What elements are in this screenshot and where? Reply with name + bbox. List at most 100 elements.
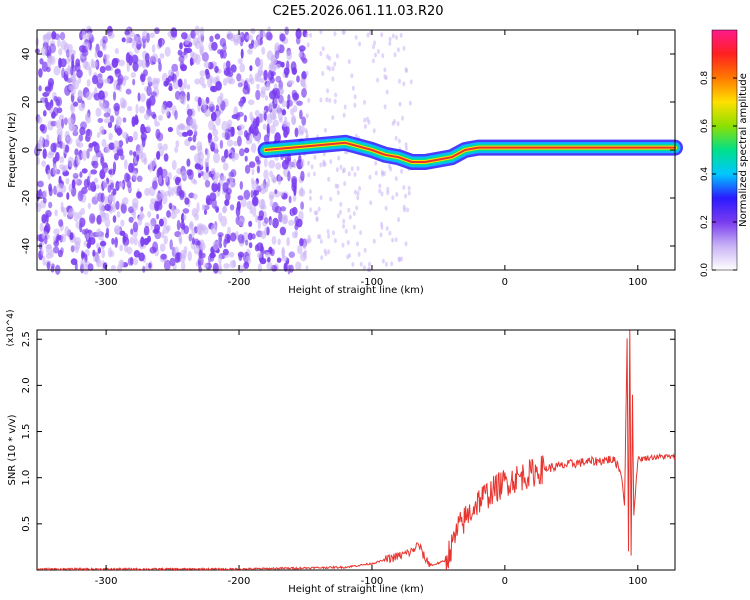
noise-point — [230, 130, 234, 137]
noise-point — [244, 147, 250, 154]
noise-point — [201, 252, 206, 259]
noise-point — [158, 38, 163, 48]
noise-point — [161, 193, 168, 205]
noise-point — [229, 260, 237, 269]
noise-point — [356, 241, 359, 247]
noise-point — [179, 125, 187, 131]
heatmap-y-axis-label: Frequency (Hz) — [7, 112, 18, 188]
noise-point — [90, 58, 95, 69]
noise-point — [301, 70, 307, 80]
noise-point — [168, 202, 173, 210]
noise-point — [82, 150, 87, 161]
noise-point — [64, 67, 72, 75]
noise-point — [42, 92, 50, 97]
noise-point — [50, 142, 57, 153]
noise-point — [210, 224, 218, 235]
noise-point — [240, 48, 244, 59]
noise-point — [249, 77, 255, 85]
noise-point — [187, 169, 194, 180]
heatmap-y-tick-label: -20 — [21, 190, 32, 206]
noise-point — [351, 85, 355, 91]
noise-point — [180, 261, 186, 271]
noise-point — [295, 28, 302, 40]
noise-point — [283, 67, 290, 76]
noise-point — [344, 228, 348, 234]
noise-point — [300, 170, 305, 182]
noise-point — [126, 180, 132, 189]
noise-point — [291, 231, 298, 239]
noise-point — [224, 149, 229, 159]
noise-point — [219, 139, 224, 149]
noise-point — [173, 208, 181, 214]
noise-point — [212, 262, 219, 274]
noise-point — [399, 32, 403, 38]
noise-point — [408, 100, 412, 106]
noise-point — [329, 159, 333, 165]
noise-point — [51, 30, 57, 40]
noise-point — [288, 219, 295, 226]
noise-point — [300, 78, 306, 87]
noise-point — [143, 157, 148, 165]
noise-point — [202, 100, 207, 110]
noise-point — [79, 126, 86, 136]
noise-point — [139, 93, 146, 103]
noise-point — [92, 249, 96, 257]
noise-point — [104, 203, 111, 212]
noise-point — [213, 152, 220, 164]
noise-point — [208, 120, 215, 131]
noise-point — [267, 256, 271, 263]
noise-point — [298, 124, 302, 136]
noise-point — [329, 196, 333, 202]
noise-point — [381, 258, 385, 264]
noise-point — [254, 156, 260, 163]
noise-point — [248, 134, 253, 143]
noise-point — [350, 166, 354, 172]
noise-point — [353, 189, 357, 195]
noise-point — [99, 38, 104, 47]
noise-point — [391, 195, 395, 201]
noise-point — [132, 221, 139, 233]
noise-point — [339, 164, 343, 170]
noise-point — [404, 142, 408, 148]
noise-point — [362, 265, 366, 271]
noise-point — [159, 53, 165, 59]
noise-point — [36, 234, 43, 242]
noise-point — [386, 190, 390, 196]
noise-point — [383, 67, 387, 73]
noise-point — [317, 206, 321, 212]
noise-point — [264, 217, 269, 224]
noise-point — [343, 104, 347, 110]
noise-point — [374, 160, 378, 166]
noise-point — [38, 68, 43, 78]
noise-point — [46, 66, 51, 73]
noise-point — [203, 108, 211, 117]
noise-point — [140, 206, 144, 212]
noise-point — [164, 175, 169, 183]
noise-point — [244, 155, 248, 162]
noise-point — [388, 230, 392, 236]
snr-y-tick-label: 1.0 — [21, 470, 32, 486]
noise-point — [186, 129, 193, 137]
noise-point — [238, 124, 245, 130]
noise-point — [264, 95, 269, 101]
noise-point — [256, 133, 261, 144]
noise-point — [372, 128, 376, 134]
noise-point — [100, 153, 104, 164]
noise-point — [211, 41, 218, 51]
noise-point — [371, 58, 375, 64]
noise-point — [253, 189, 257, 198]
noise-point — [249, 65, 253, 72]
noise-point — [287, 170, 291, 182]
noise-point — [218, 253, 223, 264]
noise-point — [81, 49, 89, 57]
noise-point — [317, 234, 320, 240]
noise-point — [140, 132, 147, 142]
noise-point — [122, 131, 128, 139]
noise-point — [236, 201, 241, 211]
noise-point — [105, 227, 110, 236]
noise-point — [243, 189, 251, 200]
noise-point — [43, 190, 48, 199]
noise-point — [122, 117, 127, 123]
noise-point — [176, 124, 180, 136]
noise-point — [254, 57, 261, 67]
